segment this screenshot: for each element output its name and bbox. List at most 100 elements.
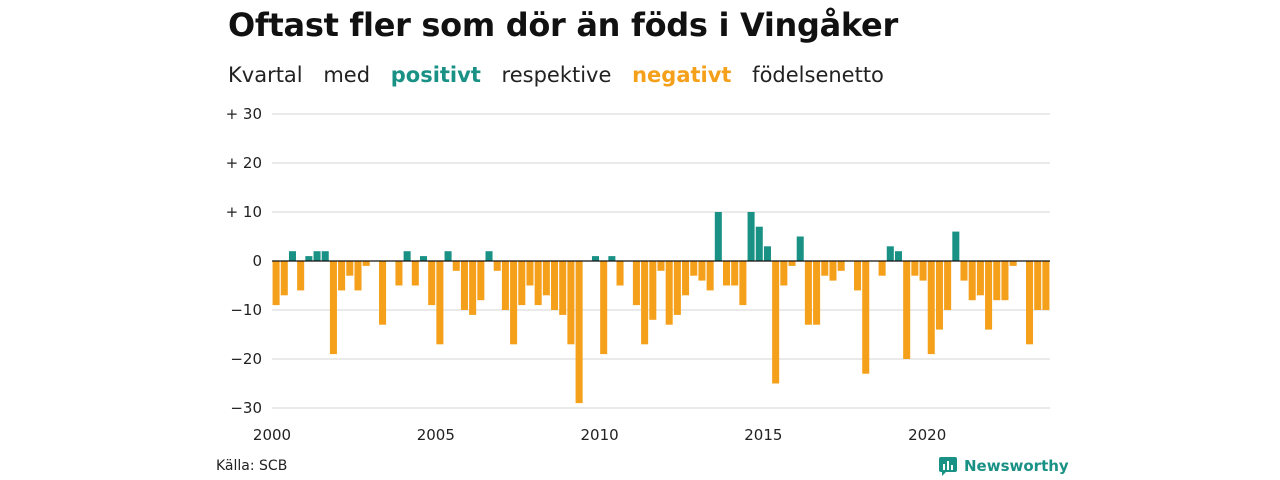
subtitle-text-1: Kvartal — [228, 63, 303, 87]
bar — [551, 261, 559, 310]
bar — [485, 251, 493, 261]
bar — [608, 256, 616, 261]
bar — [395, 261, 403, 286]
bar — [616, 261, 624, 286]
bar — [444, 251, 452, 261]
x-tick-label: 2000 — [253, 426, 291, 444]
subtitle-text-4: födelsenetto — [752, 63, 884, 87]
bar — [862, 261, 870, 374]
bar — [772, 261, 780, 384]
brand-logo[interactable]: Newsworthy — [938, 456, 1069, 476]
bar — [469, 261, 477, 315]
bar — [313, 251, 321, 261]
bar — [927, 261, 935, 355]
bar — [813, 261, 821, 325]
bar — [1034, 261, 1042, 310]
x-axis-ticks: 2000 2005 2010 2015 2020 — [253, 426, 946, 444]
bar — [403, 251, 411, 261]
bar — [641, 261, 649, 345]
bar — [428, 261, 436, 306]
y-tick-label: + 10 — [226, 203, 262, 221]
x-tick-label: 2015 — [744, 426, 782, 444]
bar — [272, 261, 280, 306]
subtitle-negative: negativt — [632, 63, 732, 87]
bar — [976, 261, 984, 296]
bar — [952, 231, 960, 261]
bar — [436, 261, 444, 345]
bar — [518, 261, 526, 306]
y-tick-label: 0 — [252, 252, 262, 270]
brand-name: Newsworthy — [964, 457, 1069, 475]
bar — [731, 261, 739, 286]
bar — [510, 261, 518, 345]
bar — [600, 261, 608, 355]
bar — [739, 261, 747, 306]
bar — [919, 261, 927, 281]
bar — [411, 261, 419, 286]
y-tick-label: −20 — [230, 350, 262, 368]
bar — [280, 261, 288, 296]
bar — [559, 261, 567, 315]
subtitle-positive: positivt — [390, 63, 481, 87]
bar — [854, 261, 862, 291]
newsworthy-icon — [939, 457, 957, 476]
bar — [379, 261, 387, 325]
bar — [288, 251, 296, 261]
x-tick-label: 2005 — [417, 426, 455, 444]
subtitle-text-2: med — [323, 63, 371, 87]
bar — [632, 261, 640, 306]
bar — [821, 261, 829, 276]
bar — [649, 261, 657, 320]
bar — [338, 261, 346, 291]
x-tick-label: 2020 — [908, 426, 946, 444]
bar — [886, 246, 894, 261]
bar — [960, 261, 968, 281]
bar — [542, 261, 550, 296]
bar — [1042, 261, 1050, 310]
bar — [682, 261, 690, 296]
bar — [657, 261, 665, 271]
bar — [878, 261, 886, 276]
bar — [305, 256, 313, 261]
chart-grid — [272, 113, 1050, 409]
chart-title: Oftast fler som dör än föds i Vingåker — [228, 6, 898, 44]
bar — [665, 261, 673, 325]
bar — [1026, 261, 1034, 345]
bar — [673, 261, 681, 315]
bar — [1009, 261, 1017, 266]
source-label: Källa: SCB — [216, 458, 288, 474]
bar — [763, 246, 771, 261]
bar — [837, 261, 845, 271]
bar — [329, 261, 337, 355]
bar — [755, 226, 763, 261]
bar — [911, 261, 919, 276]
bar — [714, 212, 722, 261]
bar — [346, 261, 354, 276]
bar — [894, 251, 903, 261]
bar — [706, 261, 714, 291]
y-tick-label: + 30 — [226, 105, 262, 123]
bar — [591, 256, 599, 261]
bar — [501, 261, 509, 310]
bar — [968, 261, 976, 301]
bar — [477, 261, 485, 301]
bar — [985, 261, 993, 330]
bar — [829, 261, 837, 281]
bar — [804, 261, 812, 325]
bar — [690, 261, 698, 276]
bar — [575, 261, 583, 404]
bar — [526, 261, 534, 286]
subtitle-text-3: respektive — [501, 63, 612, 87]
y-tick-label: + 20 — [226, 154, 262, 172]
bar — [747, 212, 755, 261]
bar — [944, 261, 952, 310]
x-tick-label: 2010 — [580, 426, 618, 444]
bar — [780, 261, 788, 286]
bar — [993, 261, 1001, 301]
bar — [567, 261, 575, 345]
bar — [354, 261, 362, 291]
y-tick-label: −30 — [230, 399, 262, 417]
bar — [1001, 261, 1009, 301]
bar — [935, 261, 943, 330]
y-tick-label: −10 — [230, 301, 262, 319]
